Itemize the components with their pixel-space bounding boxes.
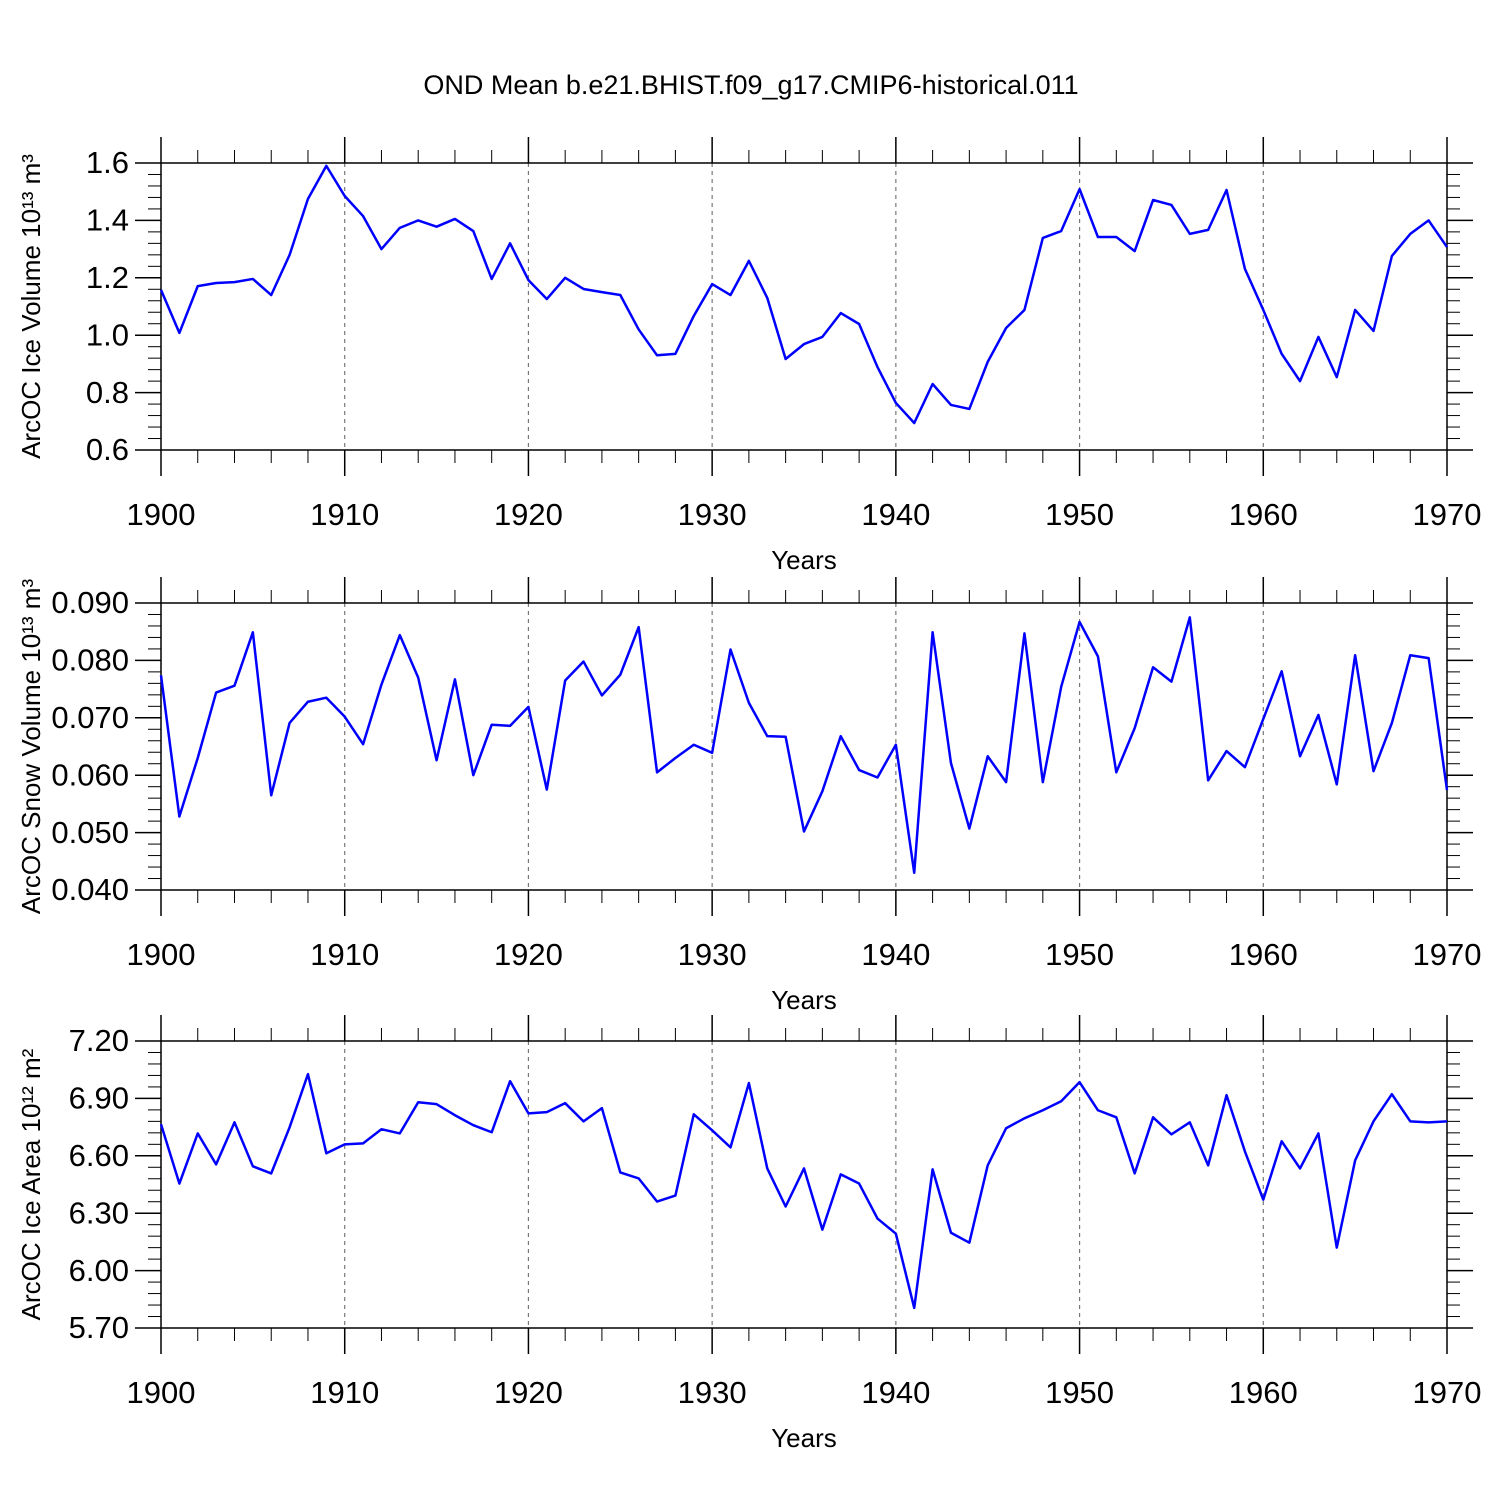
y-tick-label: 1.6 [86, 145, 129, 180]
x-axis-label: Years [771, 1423, 837, 1453]
y-tick-label: 6.30 [69, 1195, 129, 1230]
y-tick-label: 1.2 [86, 260, 129, 295]
data-line [159, 164, 1449, 425]
x-tick-label: 1950 [1045, 937, 1114, 972]
y-tick-label: 1.0 [86, 317, 129, 352]
x-tick-label: 1940 [861, 497, 930, 532]
data-line [159, 1072, 1448, 1310]
x-axis-label: Years [771, 545, 837, 575]
plot-frame [160, 602, 1448, 891]
x-tick-label: 1960 [1229, 497, 1298, 532]
x-tick-label: 1930 [678, 1375, 747, 1410]
y-tick-label: 6.60 [69, 1138, 129, 1173]
x-tick-label: 1970 [1413, 937, 1482, 972]
panel: 1900 1910 1920 1930 1940 1950 1960 1970 0.6 0.8 1.… [16, 137, 1482, 575]
x-tick-label: 1900 [127, 937, 196, 972]
x-tick-label: 1940 [861, 937, 930, 972]
y-tick-label: 7.20 [69, 1023, 129, 1058]
x-tick-label: 1900 [127, 497, 196, 532]
x-tick-label: 1920 [494, 497, 563, 532]
y-tick-label: 0.060 [51, 757, 129, 792]
y-axis-label: ArcOC Snow Volume 10¹³ m³ [16, 579, 46, 915]
x-axis-label: Years [771, 985, 837, 1015]
y-tick-label: 6.00 [69, 1253, 129, 1288]
y-tick-label: 0.080 [51, 643, 129, 678]
x-tick-label: 1960 [1229, 1375, 1298, 1410]
x-tick-label: 1900 [127, 1375, 196, 1410]
y-tick-label: 1.4 [86, 203, 129, 238]
x-tick-label: 1950 [1045, 1375, 1114, 1410]
data-line [159, 616, 1449, 875]
y-axis-label: ArcOC Ice Area 10¹² m² [16, 1048, 46, 1320]
y-axis-label: ArcOC Ice Volume 10¹³ m³ [16, 154, 46, 459]
panel: 1900 1910 1920 1930 1940 1950 1960 1970 5.70 6.00… [16, 1015, 1482, 1453]
x-tick-label: 1910 [310, 1375, 379, 1410]
x-tick-label: 1910 [310, 937, 379, 972]
plot-frame [160, 1040, 1448, 1329]
panel: 1900 1910 1920 1930 1940 1950 1960 1970 0.040 0.0… [16, 577, 1482, 1015]
x-tick-label: 1920 [494, 1375, 563, 1410]
x-tick-label: 1930 [678, 937, 747, 972]
x-tick-label: 1970 [1413, 1375, 1482, 1410]
x-tick-label: 1930 [678, 497, 747, 532]
x-tick-label: 1950 [1045, 497, 1114, 532]
y-tick-label: 0.040 [51, 872, 129, 907]
x-tick-label: 1960 [1229, 937, 1298, 972]
y-tick-label: 0.6 [86, 432, 129, 467]
y-tick-label: 0.8 [86, 375, 129, 410]
y-tick-label: 6.90 [69, 1081, 129, 1116]
x-tick-label: 1940 [861, 1375, 930, 1410]
y-tick-label: 5.70 [69, 1310, 129, 1345]
y-tick-label: 0.070 [51, 700, 129, 735]
plot-frame [160, 162, 1448, 451]
figure-title: OND Mean b.e21.BHIST.f09_g17.CMIP6-histo… [423, 70, 1078, 100]
y-tick-label: 0.090 [51, 585, 129, 620]
x-tick-label: 1920 [494, 937, 563, 972]
x-tick-label: 1970 [1413, 497, 1482, 532]
x-tick-label: 1910 [310, 497, 379, 532]
y-tick-label: 0.050 [51, 815, 129, 850]
